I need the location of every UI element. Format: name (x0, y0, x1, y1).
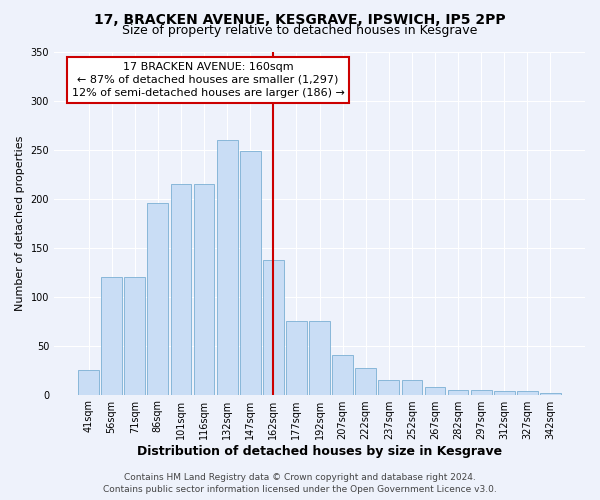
Text: 17 BRACKEN AVENUE: 160sqm
← 87% of detached houses are smaller (1,297)
12% of se: 17 BRACKEN AVENUE: 160sqm ← 87% of detac… (71, 62, 344, 98)
Bar (379, 380, 399, 394)
Bar (170, 184, 191, 394)
Bar (286, 321, 307, 394)
Bar (263, 260, 284, 394)
Bar (148, 204, 168, 394)
Text: 17, BRACKEN AVENUE, KESGRAVE, IPSWICH, IP5 2PP: 17, BRACKEN AVENUE, KESGRAVE, IPSWICH, I… (94, 12, 506, 26)
X-axis label: Distribution of detached houses by size in Kesgrave: Distribution of detached houses by size … (137, 444, 502, 458)
Bar (355, 368, 376, 394)
Bar (217, 140, 238, 394)
Bar (332, 356, 353, 395)
Bar (471, 390, 491, 394)
Bar (540, 392, 561, 394)
Bar (425, 386, 445, 394)
Text: Size of property relative to detached houses in Kesgrave: Size of property relative to detached ho… (122, 24, 478, 37)
Bar (494, 390, 515, 394)
Bar (78, 370, 99, 394)
Bar (240, 152, 260, 394)
Bar (124, 277, 145, 394)
Text: Contains HM Land Registry data © Crown copyright and database right 2024.
Contai: Contains HM Land Registry data © Crown c… (103, 472, 497, 494)
Bar (309, 321, 330, 394)
Y-axis label: Number of detached properties: Number of detached properties (15, 136, 25, 310)
Bar (401, 380, 422, 394)
Bar (101, 277, 122, 394)
Bar (517, 390, 538, 394)
Bar (194, 184, 214, 394)
Bar (448, 390, 469, 394)
